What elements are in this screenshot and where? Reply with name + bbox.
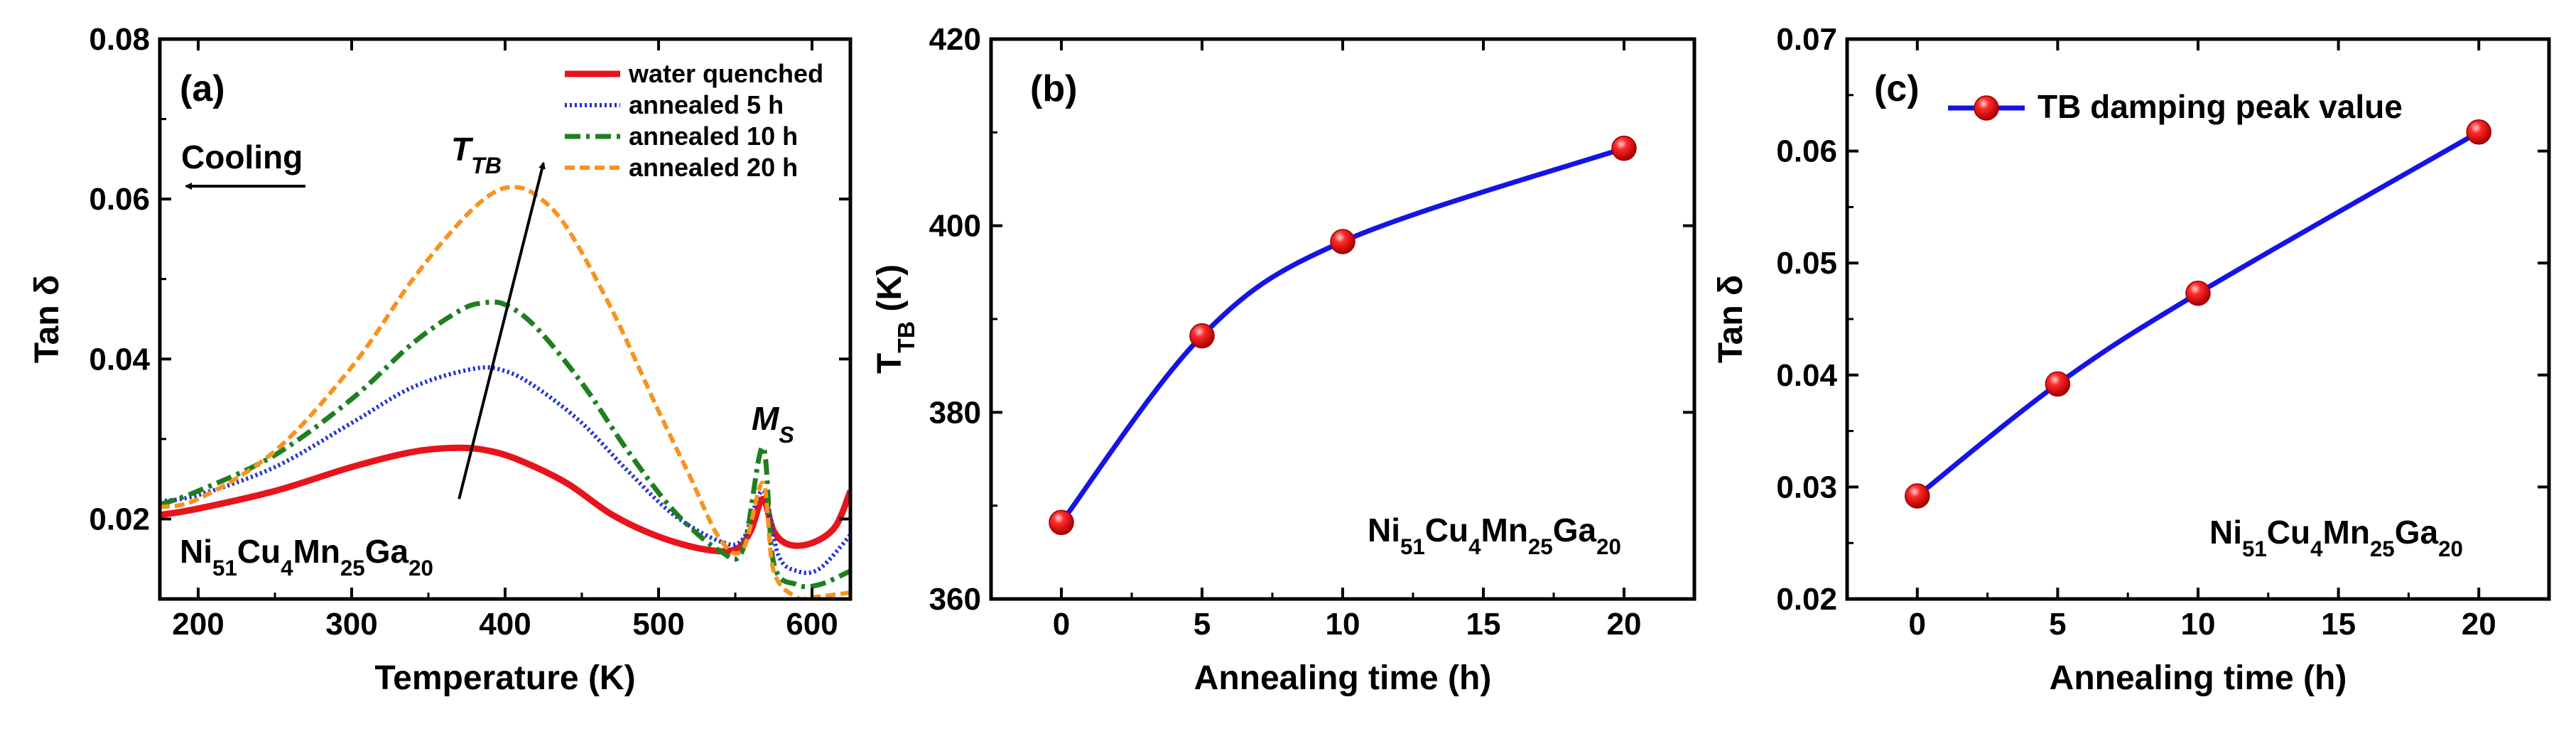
y-axis-title: Tan δ (1712, 275, 1750, 363)
y-axis-title-main: T (871, 353, 909, 374)
composition-subscript: 20 (1596, 534, 1621, 559)
legend-label: water quenched (628, 59, 823, 88)
x-axis-title: Temperature (K) (374, 659, 635, 697)
y-tick-label: 0.02 (1776, 582, 1837, 617)
x-tick-label: 5 (1194, 607, 1211, 642)
legend-label: annealed 5 h (629, 90, 784, 119)
y-tick-label: 0.06 (1776, 134, 1837, 169)
y-tick-label: 0.03 (1776, 470, 1837, 504)
panel-c: 0 5 10 15 20 0.02 0.03 0.04 0.05 0.06 0.07 Annealin… (1712, 22, 2551, 697)
data-point (2185, 281, 2211, 306)
ttb-arrow (458, 161, 546, 500)
panel-label: (a) (180, 68, 225, 109)
composition-subscript: 4 (1468, 534, 1481, 559)
composition-subscript: 20 (408, 556, 433, 580)
composition-subscript: 51 (212, 556, 237, 580)
y-tick-label: 0.05 (1776, 246, 1837, 281)
panel-label: (c) (1874, 68, 1920, 109)
data-point (2466, 119, 2491, 145)
composition-subscript: 20 (2438, 536, 2463, 561)
data-point (1330, 229, 1355, 254)
composition-label: Ni51Cu4Mn25Ga20 (2209, 514, 2463, 561)
data-point (1049, 509, 1074, 536)
composition-subscript: 4 (2310, 536, 2323, 561)
x-tick-label: 0 (1053, 607, 1070, 642)
composition-element: Ga (365, 533, 409, 570)
x-tick-label: 10 (1326, 607, 1360, 642)
x-tick-label: 300 (325, 607, 377, 642)
composition-element: Mn (293, 533, 340, 570)
x-tick-label: 10 (2181, 607, 2216, 642)
ttb-label: TTB (451, 131, 502, 178)
x-tick-label: 5 (2049, 607, 2066, 642)
composition-subscript: 25 (1528, 534, 1553, 559)
composition-subscript: 51 (2242, 536, 2267, 561)
composition-element: Mn (2323, 514, 2370, 551)
y-tick-label: 0.06 (89, 182, 150, 217)
y-axis-title-tail: (K) (871, 264, 909, 321)
y-tick-label: 400 (929, 209, 981, 244)
composition-subscript: 25 (2370, 536, 2395, 561)
panel-label: (b) (1030, 68, 1077, 109)
x-axis-title: Annealing time (h) (1194, 659, 1492, 697)
y-tick-label: 0.04 (89, 342, 150, 377)
series-group (160, 185, 850, 599)
data-point (1189, 323, 1215, 349)
composition-label: Ni51Cu4Mn25Ga20 (1368, 512, 1621, 559)
legend-label: annealed 20 h (629, 153, 798, 182)
legend-marker (1974, 95, 1999, 121)
ttb-label-sub: TB (471, 153, 502, 178)
x-tick-label: 15 (1466, 607, 1501, 642)
x-tick-label: 200 (172, 607, 224, 642)
x-tick-label: 400 (479, 607, 531, 642)
ms-label-sub: S (779, 422, 794, 448)
x-tick-label: 20 (1607, 607, 1642, 642)
legend-label: TB damping peak value (2037, 88, 2403, 125)
legend-label: annealed 10 h (629, 122, 798, 151)
cooling-label: Cooling (181, 139, 303, 176)
composition-element: Mn (1481, 512, 1528, 549)
composition-subscript: 4 (281, 556, 293, 580)
y-tick-label: 0.08 (89, 22, 150, 57)
composition-subscript: 51 (1400, 534, 1425, 559)
composition-element: Ga (1553, 512, 1597, 549)
composition-element: Cu (1425, 512, 1468, 549)
data-line (1915, 129, 2480, 498)
ttb-label-main: T (451, 131, 474, 168)
y-axis-title-sub: TB (894, 321, 920, 353)
data-point (1905, 483, 1930, 509)
y-axis-title: Tan δ (28, 275, 66, 363)
y-axis-title: TTB (K) (871, 264, 920, 374)
data-line (1059, 146, 1625, 524)
ms-label: MS (752, 400, 794, 448)
y-tick-label: 420 (929, 22, 981, 57)
x-tick-label: 20 (2462, 607, 2496, 642)
series-line-annealed-20-h (160, 185, 850, 599)
series-line-water-quenched (160, 444, 850, 555)
composition-element: Cu (237, 533, 281, 570)
x-tick-label: 600 (786, 607, 838, 642)
x-tick-label: 15 (2321, 607, 2356, 642)
composition-element: Ni (180, 533, 212, 570)
composition-element: Ni (1368, 512, 1400, 549)
x-tick-label: 0 (1909, 607, 1926, 642)
y-tick-label: 360 (929, 582, 981, 617)
composition-subscript: 25 (340, 556, 365, 580)
y-tick-label: 0.02 (89, 502, 150, 536)
y-tick-label: 0.07 (1776, 22, 1837, 57)
composition-element: Ga (2395, 514, 2439, 551)
x-tick-label: 500 (632, 607, 684, 642)
y-tick-label: 380 (929, 395, 981, 430)
composition-element: Ni (2209, 514, 2242, 551)
y-tick-label: 0.04 (1776, 358, 1837, 393)
composition-label: Ni51Cu4Mn25Ga20 (180, 533, 433, 580)
ms-label-main: M (752, 400, 780, 437)
data-point (1611, 135, 1637, 161)
panel-a: 200 300 400 500 600 0.02 0.04 0.06 0.08 Temperatu… (28, 22, 853, 697)
composition-element: Cu (2267, 514, 2310, 551)
x-axis-title: Annealing time (h) (2050, 659, 2347, 697)
data-point (2045, 371, 2071, 397)
